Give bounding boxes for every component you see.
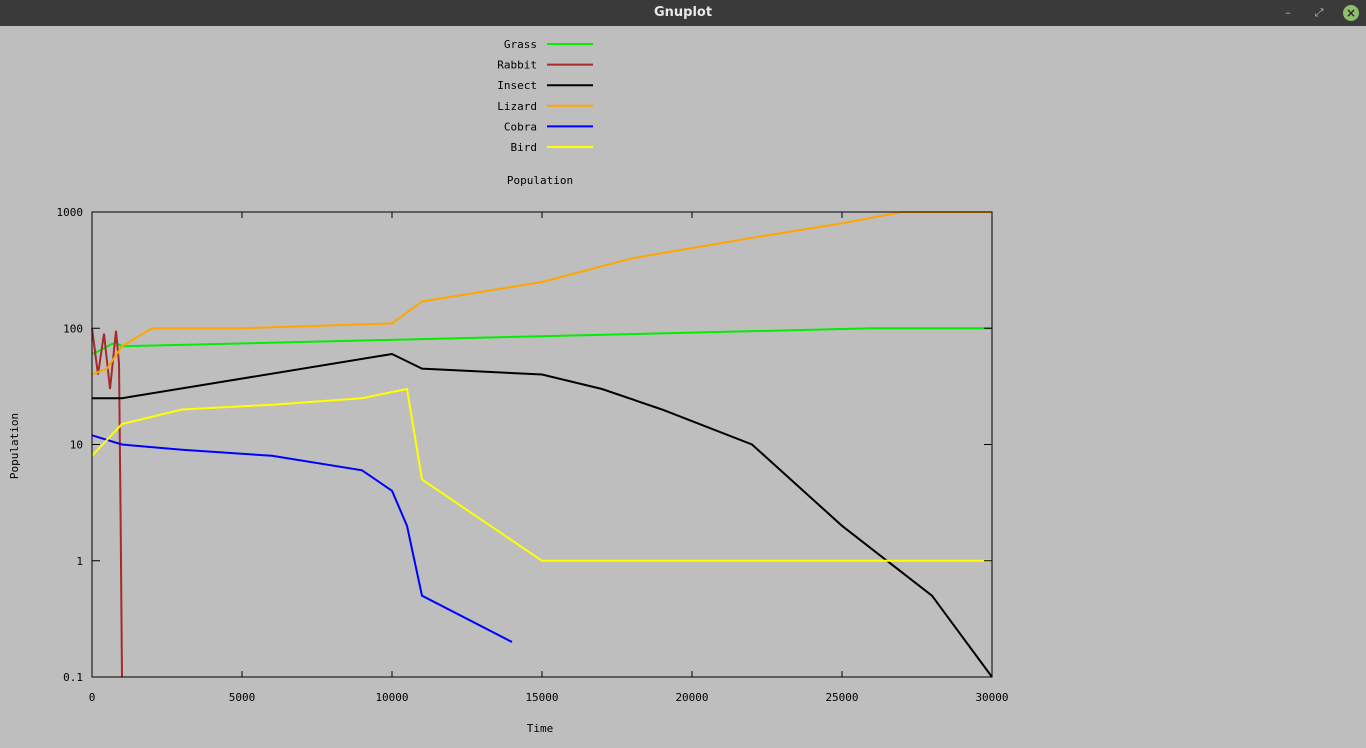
series-line-grass: [91, 327, 992, 355]
series-layer: [91, 211, 993, 678]
x-tick-label: 25000: [825, 691, 858, 704]
series-line-bird: [91, 387, 992, 562]
y-axis-label: Population: [8, 413, 21, 479]
legend-label-bird: Bird: [511, 141, 538, 154]
window-titlebar: Gnuplot – ⤢ ×: [0, 0, 1366, 26]
axis-ticks: 0 5000 10000 15000 20000 25000 30000 0.1 1 10 100 1…: [57, 206, 1009, 704]
y-tick-label: 0.1: [63, 671, 83, 684]
x-tick-label: 0: [89, 691, 96, 704]
close-icon[interactable]: ×: [1343, 5, 1359, 21]
series-line-rabbit: [91, 328, 123, 678]
legend-label-lizard: Lizard: [497, 100, 537, 113]
y-tick-label: 10: [70, 439, 83, 452]
minimize-icon[interactable]: –: [1285, 6, 1291, 19]
x-tick-label: 5000: [229, 691, 256, 704]
plot-area: Grass Rabbit Insect Lizard Cobra Bird Populat…: [0, 26, 1366, 744]
legend-label-cobra: Cobra: [504, 120, 537, 133]
series-line-insect: [92, 352, 993, 678]
series-line-cobra: [91, 434, 513, 643]
y-tick-label: 1000: [57, 206, 84, 219]
legend-label-grass: Grass: [504, 38, 537, 51]
legend-label-rabbit: Rabbit: [497, 59, 537, 72]
x-axis-label: Time: [527, 722, 554, 735]
y-tick-label: 1: [76, 555, 83, 568]
x-tick-label: 30000: [975, 691, 1008, 704]
legend: Grass Rabbit Insect Lizard Cobra Bird: [497, 38, 593, 154]
window-title: Gnuplot: [653, 5, 713, 20]
series-line-lizard: [91, 211, 992, 376]
x-tick-label: 10000: [375, 691, 408, 704]
y-tick-label: 100: [63, 322, 83, 335]
x-tick-label: 15000: [525, 691, 558, 704]
x-tick-label: 20000: [675, 691, 708, 704]
population-chart: Grass Rabbit Insect Lizard Cobra Bird Populat…: [8, 38, 1009, 735]
legend-label-insect: Insect: [497, 79, 537, 92]
restore-icon[interactable]: ⤢: [1314, 6, 1324, 19]
chart-title: Population: [507, 174, 573, 187]
